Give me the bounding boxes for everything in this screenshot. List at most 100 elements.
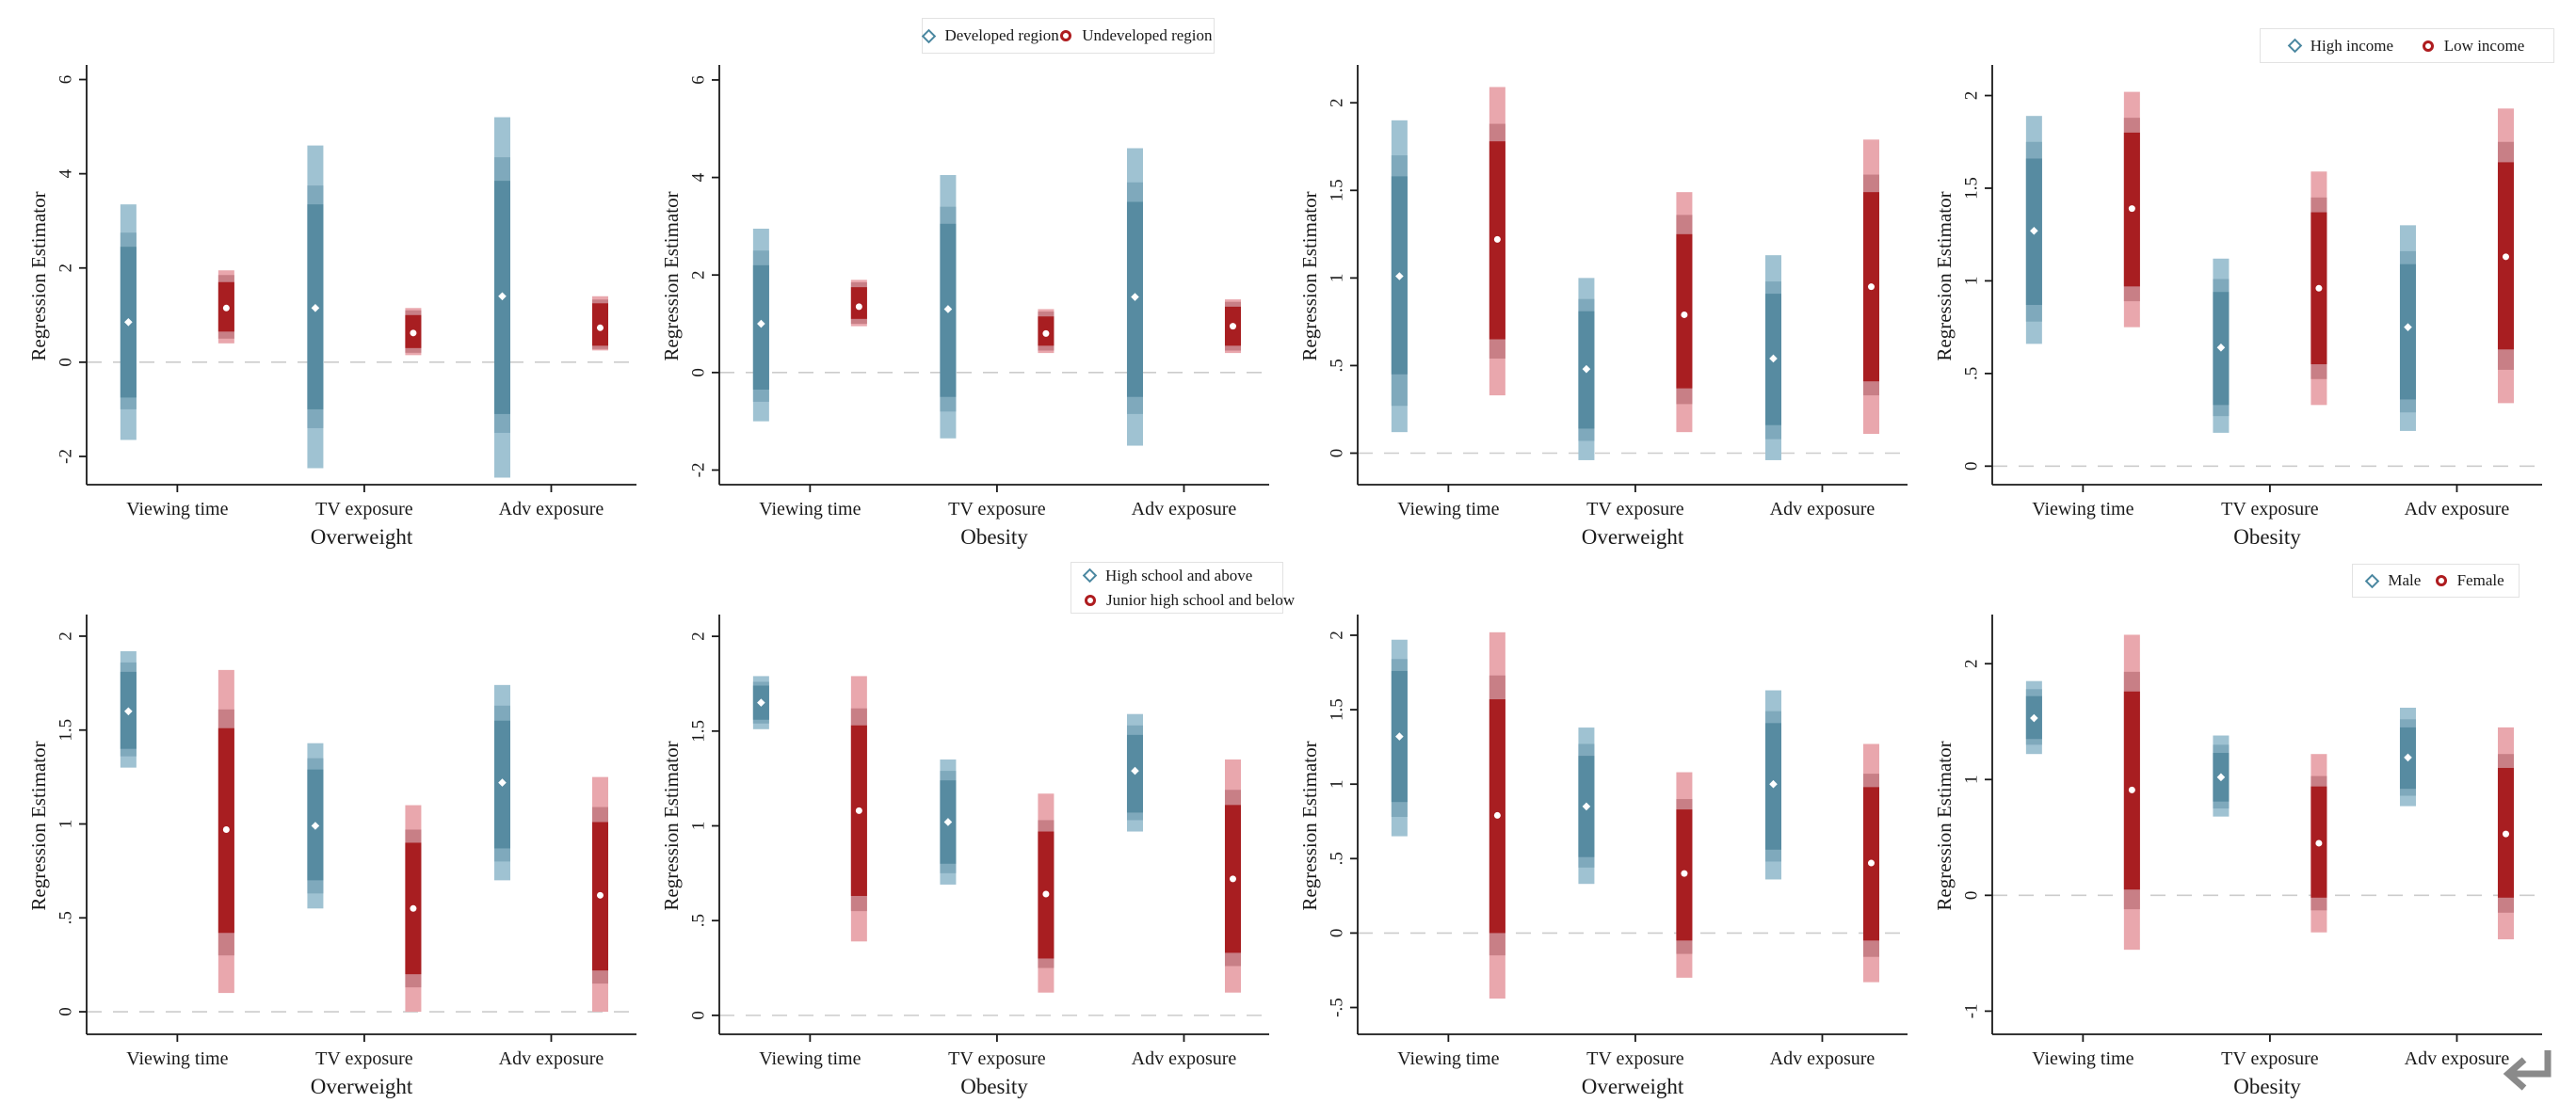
y-tick-label: .5	[688, 914, 708, 927]
y-tick-label: .5	[56, 911, 75, 924]
ci-bar-blue	[1126, 713, 1143, 832]
x-axis-title: Overweight	[1582, 1075, 1684, 1098]
x-tick-label: Viewing time	[126, 499, 228, 520]
chart-overweight-income: 0 .5 1 1.5 2 Regression Estimator Viewing time…	[1298, 65, 1908, 549]
plot-area: -.5 0 .5 1 1.5 2 Regression Estimator Viewing t…	[1298, 615, 1908, 1098]
ci90-band	[1676, 233, 1693, 389]
plot-area: 0 .5 1 1.5 2 Regression Estimator Viewing time…	[1933, 65, 2542, 549]
plot-area: -2 0 2 4 6 Regression Estimator Viewing time TV…	[27, 65, 636, 549]
chart-obesity-income: 0 .5 1 1.5 2 Regression Estimator Viewing time…	[1933, 65, 2542, 549]
ci-bar-blue	[1764, 690, 1781, 880]
ci-bar-red	[1489, 87, 1505, 396]
x-tick-label: TV exposure	[315, 499, 413, 520]
ci-bar-blue	[1578, 278, 1595, 460]
circle-marker-icon	[2435, 575, 2447, 586]
y-tick-label: 2	[56, 264, 75, 273]
point-estimate-marker	[757, 319, 765, 328]
point-estimate-marker	[1229, 323, 1236, 330]
ci-bar-blue	[120, 204, 137, 440]
diamond-marker-icon	[2365, 573, 2380, 588]
y-axis-title: Regression Estimator	[27, 741, 50, 910]
ci-bar-red	[405, 805, 422, 1013]
panel-obesity-gender: -1 0 1 2 Regression Estimator Viewing time TV …	[1932, 604, 2553, 1098]
x-tick-label: Adv exposure	[1132, 1048, 1237, 1069]
ci-bar-blue	[2399, 225, 2416, 431]
x-tick-label: TV exposure	[315, 1048, 413, 1069]
x-tick-label: TV exposure	[948, 1048, 1046, 1069]
ci-bar-red	[217, 669, 234, 994]
point-estimate-marker	[2315, 284, 2323, 292]
y-tick-label: 1	[56, 820, 75, 829]
y-tick-label: -1	[1961, 1003, 1981, 1018]
y-tick-label: 6	[688, 75, 708, 85]
y-tick-label: 1	[1961, 775, 1981, 785]
ci-bar-blue	[493, 117, 510, 478]
point-estimate-marker	[1131, 766, 1139, 775]
panel-obesity-income: 0 .5 1 1.5 2 Regression Estimator Viewing time…	[1932, 55, 2553, 549]
ci-bar-red	[1224, 759, 1241, 993]
chart-obesity-education: 0 .5 1 1.5 2 Regression Estimator Viewing time…	[660, 615, 1269, 1098]
y-tick-label: 1	[1961, 277, 1981, 286]
point-estimate-marker	[1769, 354, 1778, 363]
chart-obesity-gender: -1 0 1 2 Regression Estimator Viewing time TV …	[1933, 615, 2542, 1098]
ci-bar-red	[2497, 727, 2514, 940]
x-tick-label: Viewing time	[1397, 1048, 1499, 1069]
panel-overweight-region: -2 0 2 4 6 Regression Estimator Viewing time TV…	[26, 55, 648, 549]
point-estimate-marker	[1395, 272, 1404, 280]
point-estimate-marker	[1582, 802, 1591, 811]
y-tick-label: .5	[1961, 367, 1981, 380]
x-tick-label: Viewing time	[2032, 499, 2133, 520]
point-estimate-marker	[2315, 839, 2323, 847]
legend-gender: Male Female	[2352, 564, 2520, 598]
point-estimate-marker	[1867, 859, 1875, 867]
point-estimate-marker	[1395, 732, 1404, 741]
point-estimate-marker	[311, 303, 320, 312]
x-tick-label: Adv exposure	[2405, 1048, 2510, 1069]
y-tick-label: 2	[56, 631, 75, 641]
y-axis-title: Regression Estimator	[660, 191, 683, 360]
point-estimate-marker	[2128, 205, 2135, 213]
y-tick-label: 0	[688, 368, 708, 377]
point-estimate-marker	[1042, 890, 1050, 898]
legend-label: Male	[2388, 571, 2422, 589]
point-estimate-marker	[410, 904, 417, 912]
ci-bar-red	[1862, 139, 1879, 435]
point-estimate-marker	[1493, 811, 1501, 819]
x-tick-label: TV exposure	[1586, 499, 1684, 520]
y-tick-label: 4	[56, 168, 75, 178]
point-estimate-marker	[2128, 786, 2135, 793]
y-tick-label: .5	[1327, 359, 1346, 372]
y-axis-title: Regression Estimator	[1933, 191, 1956, 360]
panel-overweight-income: 0 .5 1 1.5 2 Regression Estimator Viewing time…	[1297, 55, 1919, 549]
plot-area: 0 .5 1 1.5 2 Regression Estimator Viewing time…	[27, 615, 636, 1098]
point-estimate-marker	[498, 778, 507, 787]
ci-bar-red	[1224, 299, 1241, 354]
legend-entry: Male	[2365, 571, 2422, 590]
ci-bar-blue	[1578, 727, 1595, 885]
x-tick-label: Adv exposure	[499, 499, 604, 520]
x-tick-label: TV exposure	[1586, 1048, 1684, 1069]
point-estimate-marker	[222, 304, 230, 312]
legend-entry: Female	[2435, 571, 2504, 590]
x-tick-label: Adv exposure	[499, 1048, 604, 1069]
point-estimate-marker	[596, 891, 604, 899]
ci-bar-blue	[2025, 680, 2042, 755]
x-tick-label: Viewing time	[759, 499, 861, 520]
x-tick-label: Viewing time	[759, 1048, 861, 1069]
x-tick-label: Adv exposure	[1770, 499, 1876, 520]
y-tick-label: 2	[688, 270, 708, 280]
x-tick-label: Viewing time	[126, 1048, 228, 1069]
ci-bar-red	[591, 776, 608, 1013]
return-arrow-icon[interactable]	[2493, 1045, 2559, 1105]
legend-education: High school and above Junior high school…	[1071, 562, 1295, 614]
circle-marker-icon	[2422, 40, 2434, 52]
ci90-band	[850, 287, 867, 319]
ci-bar-blue	[493, 684, 510, 881]
chart-obesity-region: -2 0 2 4 6 Regression Estimator Viewing time TV…	[660, 65, 1269, 549]
ci90-band	[591, 303, 608, 346]
y-tick-label: 1.5	[1327, 698, 1346, 721]
y-tick-label: 0	[1961, 891, 1981, 901]
legend-label: Female	[2456, 571, 2504, 589]
point-estimate-marker	[1229, 875, 1236, 883]
diamond-marker-icon	[1082, 567, 1098, 583]
